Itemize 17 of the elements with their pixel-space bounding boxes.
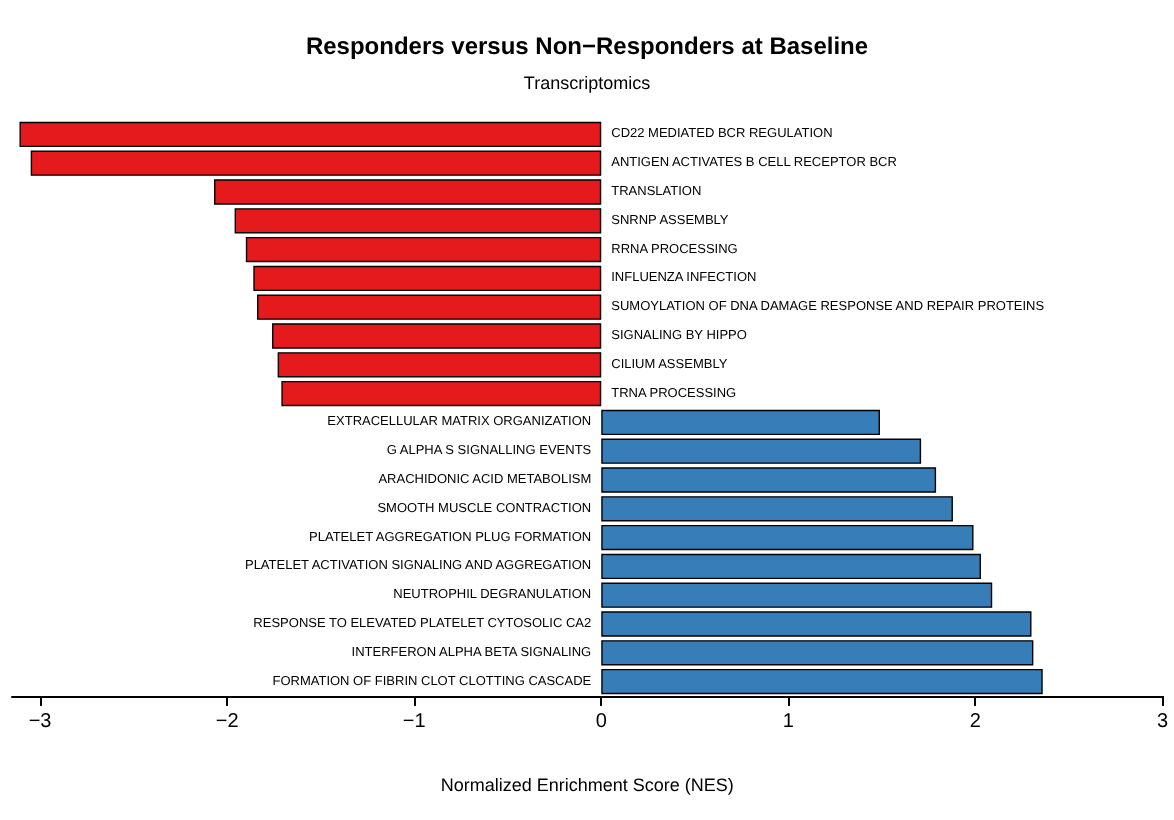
x-tick-label: −2 — [215, 711, 240, 733]
x-axis-title: Normalized Enrichment Score (NES) — [440, 775, 734, 795]
bar — [601, 409, 880, 436]
x-tick-label: −3 — [28, 711, 53, 733]
x-tick-label: 1 — [782, 711, 795, 733]
x-tick-label: 0 — [595, 711, 608, 733]
chart-subtitle: Transcriptomics — [523, 73, 652, 93]
bar — [253, 265, 602, 292]
bar — [245, 236, 602, 263]
bar — [601, 553, 981, 580]
x-tick-label: 3 — [1156, 711, 1169, 733]
bar — [601, 524, 974, 551]
bar — [281, 380, 602, 407]
x-tick-label: 2 — [969, 711, 982, 733]
x-tick-label: −1 — [402, 711, 427, 733]
bar — [19, 121, 602, 148]
chart-title: Responders versus Non−Responders at Baseline — [305, 32, 869, 60]
